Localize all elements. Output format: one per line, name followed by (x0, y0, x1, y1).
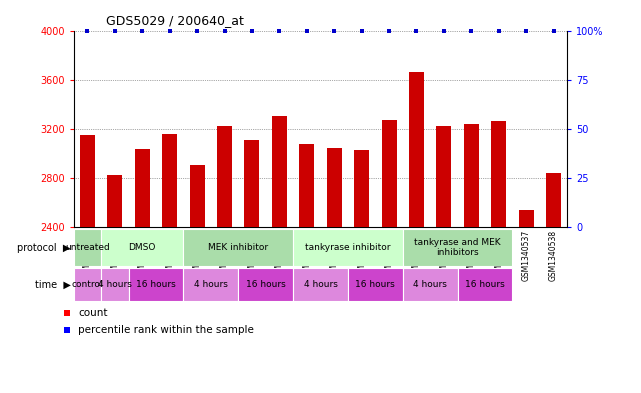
Text: 4 hours: 4 hours (413, 280, 447, 289)
Bar (546, 173, 561, 227)
Bar (74, 229, 101, 266)
Text: protocol  ▶: protocol ▶ (17, 243, 71, 253)
Text: DMSO: DMSO (129, 243, 156, 252)
Bar (437, 126, 451, 227)
Text: untreated: untreated (65, 243, 110, 252)
Text: control: control (72, 280, 103, 289)
Bar (238, 268, 293, 301)
Text: tankyrase and MEK
inhibitors: tankyrase and MEK inhibitors (414, 238, 501, 257)
Bar (101, 229, 183, 266)
Bar (381, 119, 397, 227)
Text: 4 hours: 4 hours (98, 280, 132, 289)
Text: GDS5029 / 200640_at: GDS5029 / 200640_at (106, 15, 244, 28)
Text: 16 hours: 16 hours (246, 280, 285, 289)
Bar (299, 144, 314, 227)
Text: time  ▶: time ▶ (35, 279, 71, 290)
Bar (162, 134, 177, 227)
Text: count: count (78, 307, 108, 318)
Bar (272, 116, 287, 227)
Bar (293, 268, 348, 301)
Bar (348, 268, 403, 301)
Text: percentile rank within the sample: percentile rank within the sample (78, 325, 254, 335)
Bar (354, 150, 369, 227)
Text: 16 hours: 16 hours (356, 280, 395, 289)
Text: 4 hours: 4 hours (304, 280, 337, 289)
Bar (519, 210, 534, 227)
Bar (464, 125, 479, 227)
Bar (244, 140, 260, 227)
Bar (129, 268, 183, 301)
Bar (183, 229, 293, 266)
Bar (183, 268, 238, 301)
Bar (327, 148, 342, 227)
Bar (403, 229, 512, 266)
Text: tankyrase inhibitor: tankyrase inhibitor (305, 243, 390, 252)
Bar (458, 268, 512, 301)
Bar (403, 268, 458, 301)
Text: MEK inhibitor: MEK inhibitor (208, 243, 269, 252)
Bar (293, 229, 403, 266)
Text: 4 hours: 4 hours (194, 280, 228, 289)
Bar (491, 121, 506, 227)
Bar (190, 165, 204, 227)
Bar (107, 174, 122, 227)
Bar (135, 149, 150, 227)
Text: 16 hours: 16 hours (136, 280, 176, 289)
Bar (217, 126, 232, 227)
Bar (74, 268, 101, 301)
Text: 16 hours: 16 hours (465, 280, 505, 289)
Bar (101, 268, 129, 301)
Bar (409, 72, 424, 227)
Bar (80, 135, 95, 227)
